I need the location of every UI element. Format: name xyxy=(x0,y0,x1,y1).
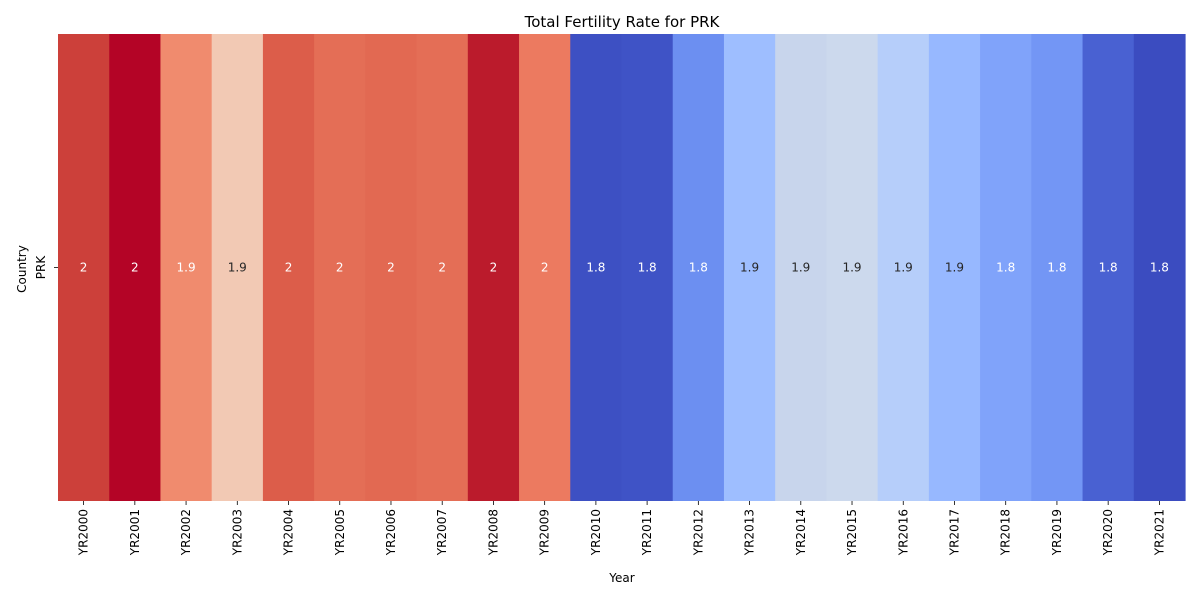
cell-value-label: 2 xyxy=(387,261,395,275)
heatmap-cell xyxy=(980,34,1032,501)
heatmap-cell xyxy=(723,34,776,501)
cell-value-label: 1.8 xyxy=(1099,261,1118,275)
heatmap-cell xyxy=(314,34,366,501)
heatmap-cell xyxy=(928,34,981,501)
y-axis-label: Country xyxy=(15,245,29,293)
heatmap-cell xyxy=(775,34,828,501)
heatmap-cell xyxy=(826,34,879,501)
heatmap-cell xyxy=(519,34,571,501)
x-axis-ticks: YR2000 YR2001 YR2002 YR2003 YR2004 YR2005 YR20… xyxy=(77,501,1166,556)
cell-value-label: 1.9 xyxy=(740,261,759,275)
cell-value-label: 2 xyxy=(131,261,139,275)
x-tick-label: YR2010 xyxy=(589,509,603,556)
y-axis-ticks: PRK xyxy=(34,255,58,280)
x-tick-label: YR2003 xyxy=(230,509,244,556)
x-tick-label: YR2012 xyxy=(691,509,705,556)
heatmap-cell xyxy=(621,34,674,501)
x-tick-label: YR2017 xyxy=(947,509,961,556)
cell-value-label: 1.9 xyxy=(945,261,964,275)
x-tick-label: YR2005 xyxy=(333,509,347,556)
heatmap-cell xyxy=(1133,34,1186,501)
cell-value-label: 1.8 xyxy=(1047,261,1066,275)
cell-value-label: 1.8 xyxy=(689,261,708,275)
x-tick-label: YR2002 xyxy=(179,509,193,556)
cell-value-label: 2 xyxy=(80,261,88,275)
cell-value-label: 2 xyxy=(541,261,549,275)
cell-value-label: 2 xyxy=(285,261,293,275)
heatmap-cell xyxy=(365,34,418,501)
cell-value-label: 1.8 xyxy=(1150,261,1169,275)
x-tick-label: YR2001 xyxy=(128,509,142,556)
x-tick-label: YR2007 xyxy=(435,509,449,556)
heatmap-cells: 2 2 1.9 1.9 2 2 2 2 2 2 1.8 1.8 1.8 1.9 1.9 1.9 1.9 1.9 1.… xyxy=(58,34,1186,501)
heatmap-cell xyxy=(1082,34,1135,501)
x-tick-label: YR2019 xyxy=(1050,509,1064,556)
x-tick-label: YR2021 xyxy=(1152,509,1166,556)
heatmap-cell xyxy=(160,34,213,501)
x-tick-label: YR2020 xyxy=(1101,509,1115,556)
cell-value-label: 1.8 xyxy=(586,261,605,275)
x-tick-label: YR2014 xyxy=(794,509,808,556)
heatmap-cell xyxy=(877,34,930,501)
heatmap-cell xyxy=(416,34,469,501)
chart-title: Total Fertility Rate for PRK xyxy=(524,13,721,31)
x-tick-label: YR2015 xyxy=(845,509,859,556)
heatmap-cell xyxy=(672,34,725,501)
cell-value-label: 1.9 xyxy=(228,261,247,275)
x-tick-label: YR2018 xyxy=(999,509,1013,556)
cell-value-label: 2 xyxy=(490,261,498,275)
cell-value-label: 2 xyxy=(336,261,344,275)
heatmap-cell xyxy=(109,34,162,501)
y-tick-label: PRK xyxy=(34,255,48,280)
heatmap-cell xyxy=(58,34,110,501)
cell-value-label: 2 xyxy=(438,261,446,275)
x-axis-label: Year xyxy=(608,571,634,585)
x-tick-label: YR2008 xyxy=(486,509,500,556)
cell-value-label: 1.9 xyxy=(791,261,810,275)
x-tick-label: YR2004 xyxy=(282,509,296,556)
cell-value-label: 1.9 xyxy=(177,261,196,275)
x-tick-label: YR2009 xyxy=(538,509,552,556)
heatmap-cell xyxy=(570,34,623,501)
x-tick-label: YR2013 xyxy=(743,509,757,556)
heatmap-cell xyxy=(262,34,315,501)
cell-value-label: 1.9 xyxy=(894,261,913,275)
x-tick-label: YR2011 xyxy=(640,509,654,556)
heatmap-cell xyxy=(467,34,520,501)
cell-value-label: 1.8 xyxy=(638,261,657,275)
heatmap-cell xyxy=(211,34,264,501)
heatmap-cell xyxy=(1031,34,1084,501)
x-tick-label: YR2016 xyxy=(896,509,910,556)
cell-value-label: 1.9 xyxy=(842,261,861,275)
x-tick-label: YR2006 xyxy=(384,509,398,556)
cell-value-label: 1.8 xyxy=(996,261,1015,275)
x-tick-label: YR2000 xyxy=(77,509,91,556)
